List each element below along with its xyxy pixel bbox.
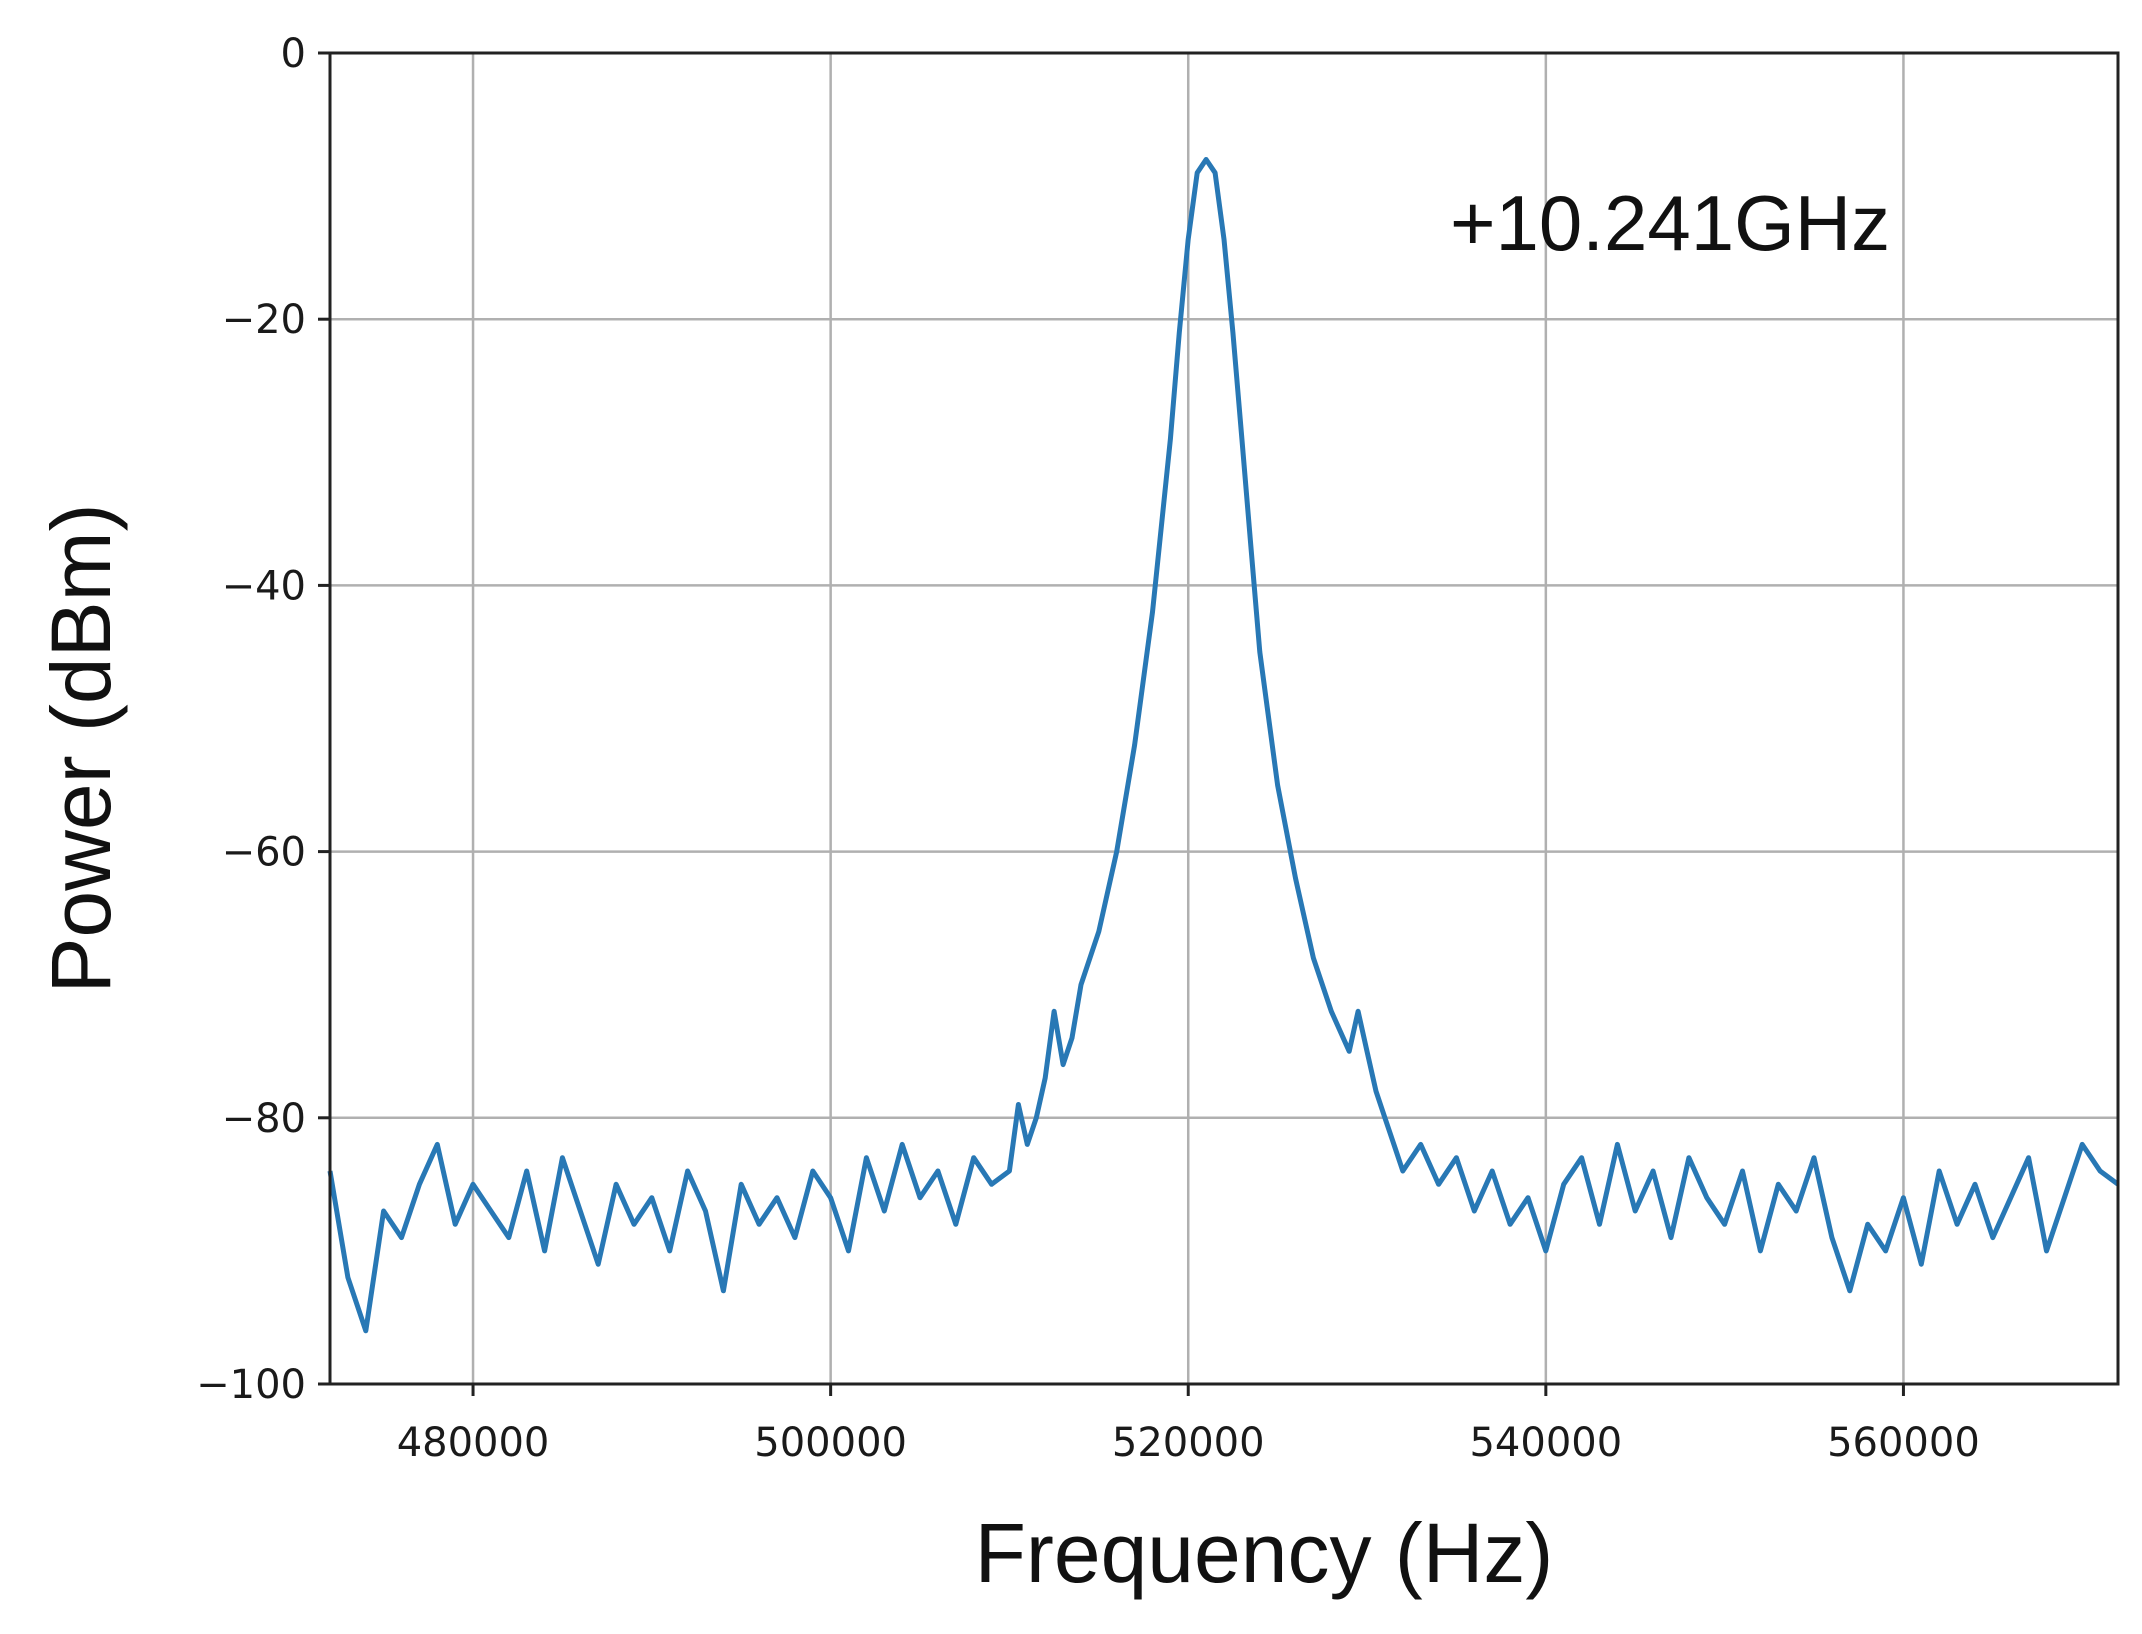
ticks <box>318 51 1905 1396</box>
y-tick-label: −40 <box>222 563 306 609</box>
tick-labels: 480000 500000 520000 540000 560000 0 −20 −40 −60… <box>196 31 1980 1466</box>
x-tick-label: 560000 <box>1827 1420 1980 1466</box>
y-tick-label: −20 <box>222 297 306 343</box>
spectrum-series-line <box>327 157 2120 1334</box>
x-axis-title: Frequency (Hz) <box>975 1506 1554 1600</box>
x-tick-label: 520000 <box>1112 1420 1265 1466</box>
x-tick-label: 480000 <box>397 1420 550 1466</box>
x-tick-label: 540000 <box>1469 1420 1622 1466</box>
series-layer <box>327 157 2120 1334</box>
y-tick-label: −80 <box>222 1096 306 1142</box>
plot-frame <box>328 51 2120 1386</box>
y-tick-label: −60 <box>222 830 306 876</box>
y-axis-title: Power (dBm) <box>34 503 128 993</box>
x-tick-label: 500000 <box>754 1420 907 1466</box>
y-tick-label: 0 <box>281 31 306 77</box>
frequency-annotation: +10.241GHz <box>1450 179 1890 267</box>
y-tick-label: −100 <box>196 1362 306 1408</box>
